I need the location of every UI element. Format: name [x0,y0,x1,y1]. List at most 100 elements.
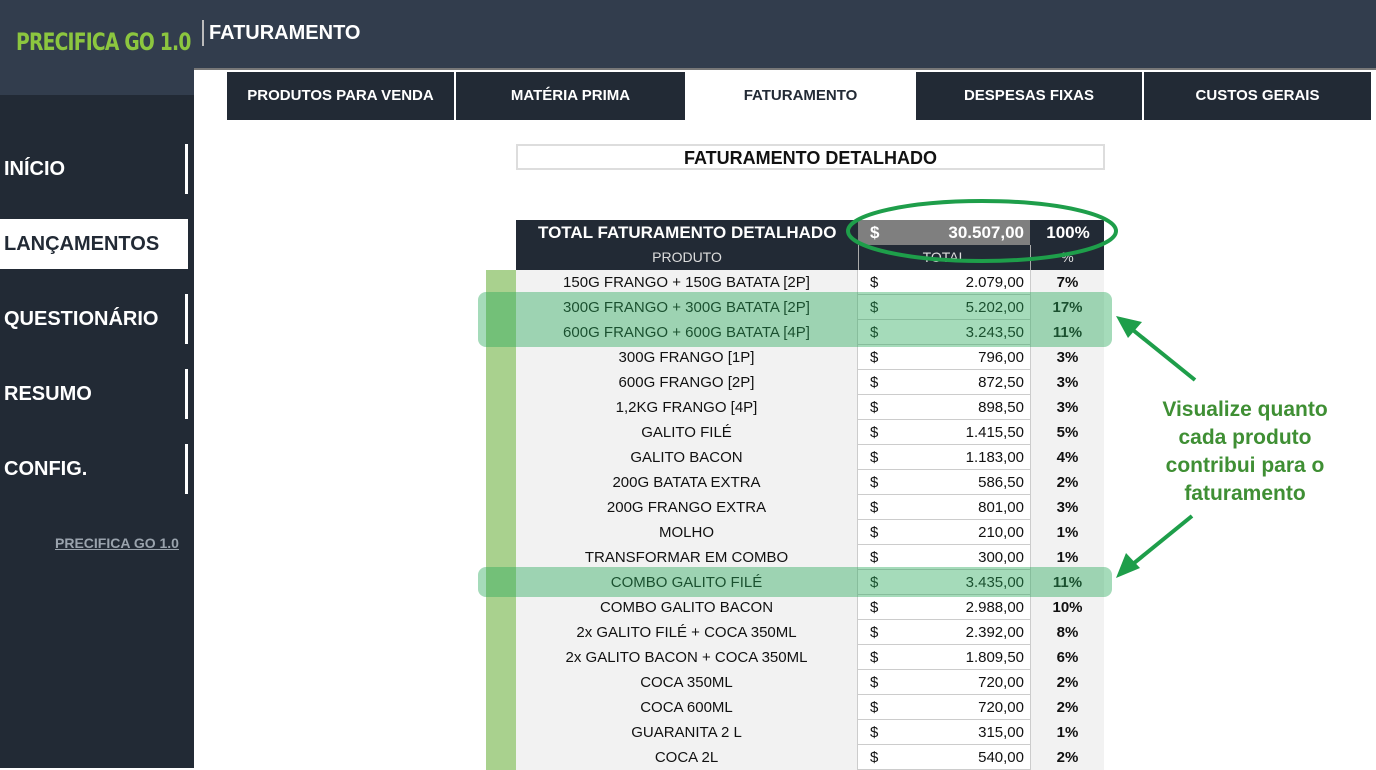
product-pct: 8% [1030,620,1104,645]
product-pct: 3% [1030,370,1104,395]
sidebar-item-lancamentos[interactable]: LANÇAMENTOS [0,219,188,269]
product-pct: 1% [1030,545,1104,570]
product-total: 1.183,00 [965,449,1024,466]
currency-symbol: $ [870,524,879,541]
product-total: 898,50 [978,399,1024,416]
product-pct: 2% [1030,670,1104,695]
product-pct: 2% [1030,470,1104,495]
row-color-bar [486,320,516,345]
report-title: FATURAMENTO DETALHADO [516,144,1105,170]
footer-link[interactable]: PRECIFICA GO 1.0 [55,535,179,551]
product-pct: 5% [1030,420,1104,445]
tab-despesas-fixas[interactable]: DESPESAS FIXAS [916,72,1142,120]
sidebar-item-config[interactable]: CONFIG. [0,444,188,494]
product-name: 300G FRANGO [1P] [516,345,858,370]
product-total: 720,00 [978,674,1024,691]
product-total: 720,00 [978,699,1024,716]
product-name: 2x GALITO BACON + COCA 350ML [516,645,858,670]
currency-symbol: $ [870,624,879,641]
product-name: 1,2KG FRANGO [4P] [516,395,858,420]
product-pct: 11% [1030,570,1104,595]
currency-symbol: $ [870,399,879,416]
row-color-bar [486,370,516,395]
arrow-icon [1116,316,1197,382]
header-product: PRODUTO [652,249,722,265]
product-pct: 6% [1030,645,1104,670]
currency-symbol: $ [870,324,879,341]
product-pct: 2% [1030,745,1104,770]
row-color-bar [486,545,516,570]
row-color-bar [486,520,516,545]
product-name: 2x GALITO FILÉ + COCA 350ML [516,620,858,645]
product-total: 872,50 [978,374,1024,391]
product-pct: 11% [1030,320,1104,345]
table-row: 1,2KG FRANGO [4P] $898,50 3% [486,395,1104,420]
row-color-bar [486,295,516,320]
tab-materia-prima[interactable]: MATÉRIA PRIMA [456,72,685,120]
total-value: 30.507,00 [948,223,1024,242]
currency-symbol: $ [870,549,879,566]
product-name: 300G FRANGO + 300G BATATA [2P] [516,295,858,320]
row-color-bar [486,720,516,745]
currency-symbol: $ [870,674,879,691]
product-total: 586,50 [978,474,1024,491]
table-row: 2x GALITO FILÉ + COCA 350ML $2.392,00 8% [486,620,1104,645]
table-row: 200G FRANGO EXTRA $801,00 3% [486,495,1104,520]
product-name: GUARANITA 2 L [516,720,858,745]
currency-symbol: $ [870,649,879,666]
product-total: 2.392,00 [965,624,1024,641]
product-total: 2.988,00 [965,599,1024,616]
product-total: 315,00 [978,724,1024,741]
app-logo: PRECIFICA GO 1.0 [16,28,191,56]
product-name: GALITO BACON [516,445,858,470]
table-header: PRODUTO TOTAL % [516,245,1104,270]
row-color-bar [486,645,516,670]
sidebar-item-questionario[interactable]: QUESTIONÁRIO [0,294,188,344]
table-row: 300G FRANGO + 300G BATATA [2P] $5.202,00 1… [486,295,1104,320]
sidebar-item-resumo[interactable]: RESUMO [0,369,188,419]
row-color-bar [486,395,516,420]
product-name: COCA 2L [516,745,858,770]
product-name: TRANSFORMAR EM COMBO [516,545,858,570]
product-pct: 7% [1030,270,1104,295]
logo-area [0,68,194,95]
currency-symbol: $ [870,299,879,316]
annotation-callout: Visualize quanto cada produto contribui … [1162,398,1328,505]
table-row: COMBO GALITO BACON $2.988,00 10% [486,595,1104,620]
row-color-bar [486,270,516,295]
page-title: FATURAMENTO [202,20,360,46]
table-row: 600G FRANGO [2P] $872,50 3% [486,370,1104,395]
product-name: COCA 350ML [516,670,858,695]
highlight-box [478,567,1112,597]
product-name: COMBO GALITO BACON [516,595,858,620]
product-pct: 3% [1030,395,1104,420]
table-row: 600G FRANGO + 600G BATATA [4P] $3.243,50 1… [486,320,1104,345]
row-color-bar [486,420,516,445]
currency-symbol: $ [870,499,879,516]
currency-symbol: $ [870,599,879,616]
highlight-box [478,292,1112,347]
row-color-bar [486,620,516,645]
tab-produtos-para-venda[interactable]: PRODUTOS PARA VENDA [227,72,454,120]
total-label: TOTAL FATURAMENTO DETALHADO [538,223,837,242]
currency-symbol: $ [870,474,879,491]
row-color-bar [486,670,516,695]
total-row: TOTAL FATURAMENTO DETALHADO $ 30.507,00 … [516,220,1104,245]
product-pct: 3% [1030,495,1104,520]
currency-symbol: $ [870,449,879,466]
currency-symbol: $ [870,274,879,291]
table-row: 150G FRANGO + 150G BATATA [2P] $2.079,00 7… [486,270,1104,295]
tab-faturamento[interactable]: FATURAMENTO [687,72,914,120]
table-row: GUARANITA 2 L $315,00 1% [486,720,1104,745]
row-color-bar [486,470,516,495]
sidebar-item-inicio[interactable]: INÍCIO [0,144,188,194]
product-pct: 17% [1030,295,1104,320]
tab-bar: PRODUTOS PARA VENDA MATÉRIA PRIMA FATURA… [194,68,1376,120]
tab-custos-gerais[interactable]: CUSTOS GERAIS [1144,72,1371,120]
table-row: GALITO BACON $1.183,00 4% [486,445,1104,470]
product-total: 3.243,50 [965,324,1024,341]
row-color-bar [486,595,516,620]
table-row: COCA 350ML $720,00 2% [486,670,1104,695]
product-pct: 10% [1030,595,1104,620]
